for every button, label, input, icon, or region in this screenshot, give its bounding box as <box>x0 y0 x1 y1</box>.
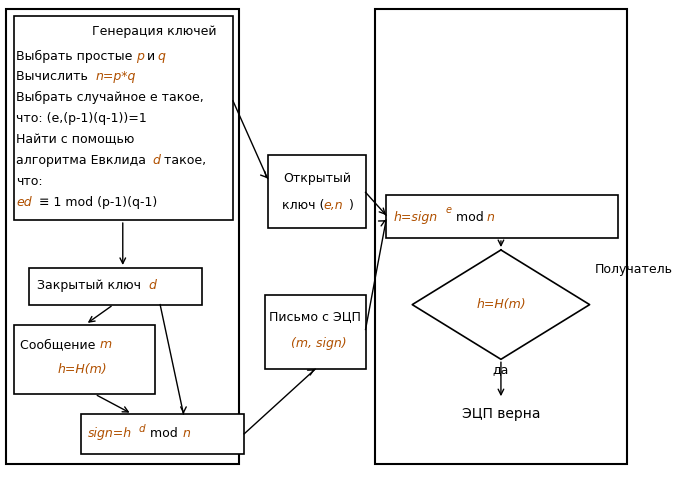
Text: да: да <box>493 363 509 376</box>
Text: h=sign: h=sign <box>394 211 438 224</box>
Text: Выбрать простые: Выбрать простые <box>16 49 137 62</box>
Text: такое,: такое, <box>160 154 206 167</box>
Text: алгоритма Евклида: алгоритма Евклида <box>16 154 151 167</box>
Bar <box>14 16 233 220</box>
Text: что: (е,(р-1)(q-1))=1: что: (е,(р-1)(q-1))=1 <box>16 112 147 125</box>
Text: ЭЦП верна: ЭЦП верна <box>462 407 540 421</box>
Text: Выбрать случайное е такое,: Выбрать случайное е такое, <box>16 91 204 104</box>
Text: m: m <box>99 338 112 351</box>
Text: ≡ 1 mod (p-1)(q-1): ≡ 1 mod (p-1)(q-1) <box>35 196 157 209</box>
Text: n=p*q: n=p*q <box>96 71 136 84</box>
Text: Письмо с ЭЦП: Письмо с ЭЦП <box>269 310 361 323</box>
Text: Открытый: Открытый <box>283 172 351 185</box>
Bar <box>386 195 618 238</box>
Text: ed: ed <box>16 196 32 209</box>
Bar <box>268 156 366 228</box>
Text: n: n <box>183 427 191 440</box>
Bar <box>29 268 202 305</box>
Text: e,n: e,n <box>323 199 343 212</box>
Text: что:: что: <box>16 175 43 188</box>
Text: mod: mod <box>146 427 182 440</box>
Text: Сообщение: Сообщение <box>20 338 99 351</box>
Text: d: d <box>149 279 157 292</box>
Text: Вычислить: Вычислить <box>16 71 92 84</box>
Text: n: n <box>487 211 495 224</box>
Text: и: и <box>143 49 159 62</box>
Text: Получатель: Получатель <box>595 264 672 276</box>
Text: Закрытый ключ: Закрытый ключ <box>37 279 145 292</box>
Text: (m, sign): (m, sign) <box>291 337 347 350</box>
Text: mod: mod <box>452 211 488 224</box>
Bar <box>265 295 366 369</box>
Text: ключ (: ключ ( <box>281 199 324 212</box>
Bar <box>375 9 627 464</box>
Text: q: q <box>157 49 165 62</box>
Text: d: d <box>139 424 145 434</box>
Text: e: e <box>446 205 452 215</box>
Text: Найти с помощью: Найти с помощью <box>16 133 135 146</box>
Text: Генерация ключей: Генерация ключей <box>92 24 216 38</box>
Text: h=H(m): h=H(m) <box>476 298 526 311</box>
Text: d: d <box>153 154 161 167</box>
Text: p: p <box>136 49 144 62</box>
Bar <box>14 324 155 394</box>
Bar <box>81 414 244 454</box>
Text: h=H(m): h=H(m) <box>57 363 107 376</box>
Text: sign=h: sign=h <box>89 427 132 440</box>
Bar <box>6 9 240 464</box>
Text: ): ) <box>349 199 353 212</box>
